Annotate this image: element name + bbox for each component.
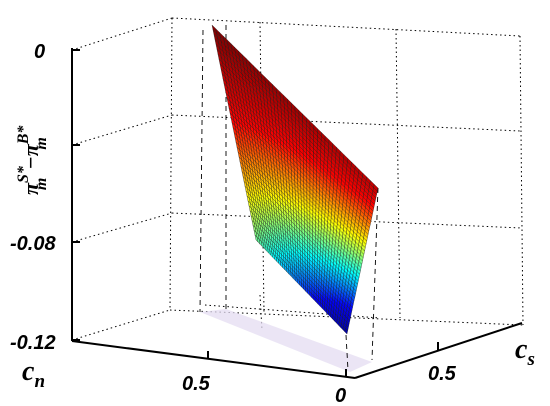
x-tick-label: 0.5 — [182, 373, 211, 395]
x-axis-label: cn — [22, 356, 45, 392]
x-tick-label: 0 — [335, 385, 346, 406]
z-tick-label: -0.12 — [10, 332, 56, 354]
y-tick-label: 0.5 — [428, 363, 457, 385]
surface-patch — [344, 328, 348, 335]
z-axis-label: πS*m−πB*m — [15, 125, 50, 195]
y-axis-label: cs — [515, 334, 535, 370]
floor-projection — [200, 309, 372, 372]
x-axis-line — [71, 340, 356, 379]
axes — [71, 48, 523, 379]
surface-mesh — [211, 24, 379, 335]
y-axis-line — [354, 322, 523, 379]
z-tick-label: 0 — [34, 41, 45, 63]
z-tick-label: -0.08 — [10, 233, 56, 255]
